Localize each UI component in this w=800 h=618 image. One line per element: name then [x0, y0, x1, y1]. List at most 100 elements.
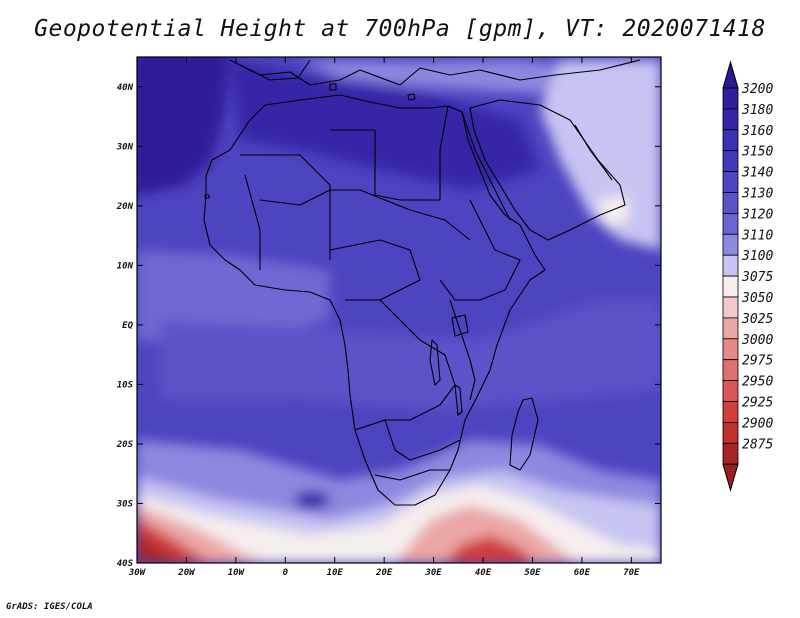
colorbar-swatch — [722, 108, 739, 131]
colorbar-label: 3160 — [741, 124, 773, 139]
colorbar-label: 2950 — [742, 375, 773, 390]
x-tick-label: 30W — [128, 568, 147, 578]
colorbar-swatch — [722, 401, 739, 423]
arabia-coastline — [469, 99, 626, 241]
colorbar-swatch — [722, 171, 739, 193]
colorbar-label: 3050 — [741, 291, 773, 306]
x-axis: 30W 20W 10W 0 10E 20E 30E 40E 50E 60E 70E — [128, 57, 640, 578]
colorbar-label: 3110 — [741, 228, 773, 243]
colorbar-swatch — [722, 254, 739, 277]
field-light-west-band — [137, 250, 330, 345]
y-tick-label: 40N — [117, 83, 134, 93]
field-white-arabian — [598, 195, 630, 228]
colorbar-swatch — [722, 338, 739, 361]
y-axis: 40N 30N 20N 10N EQ 10S 20S 30S 40S — [116, 83, 661, 569]
border-north-africa — [330, 105, 449, 201]
field-darkred-southwest — [137, 535, 185, 563]
x-tick-label: 70E — [623, 568, 640, 578]
y-tick-label: 10N — [117, 261, 134, 271]
colorbar-label: 3130 — [741, 187, 773, 202]
field-red-southeast — [445, 535, 535, 563]
colorbar-label: 3140 — [741, 166, 773, 181]
x-tick-label: 0 — [283, 568, 289, 578]
madagascar-coastline — [509, 397, 539, 471]
field-mid-central — [160, 300, 661, 410]
border-west-africa-1 — [240, 154, 331, 260]
mediterranean-islands-1 — [329, 83, 337, 91]
colorbar-label: 3120 — [741, 207, 773, 222]
colorbar-label: 2900 — [742, 416, 773, 431]
colorbar: 3200 3180 3160 3150 3140 3130 3120 3110 3100 3075… — [722, 60, 773, 493]
colorbar-label: 3100 — [741, 249, 773, 264]
y-tick-label: 20S — [116, 440, 134, 450]
lake-malawi — [454, 384, 463, 416]
x-tick-label: 20W — [177, 568, 196, 578]
x-tick-label: 40E — [475, 568, 492, 578]
field-high-northwest — [137, 57, 230, 195]
map-title: Geopotential Height at 700hPa [gpm], VT:… — [34, 16, 766, 42]
colorbar-swatch — [722, 317, 739, 340]
lake-tanganyika — [429, 339, 441, 386]
border-southern-africa — [384, 419, 461, 461]
colorbar-label: 2875 — [742, 437, 773, 452]
colorbar-swatch — [722, 275, 739, 298]
colorbar-swatch — [722, 129, 739, 152]
colorbar-label: 2975 — [742, 354, 773, 369]
europe-coastline — [229, 59, 641, 86]
colorbar-label: 3000 — [741, 333, 773, 348]
colorbar-swatch — [722, 212, 739, 235]
y-tick-label: 40S — [117, 559, 134, 569]
border-sahel — [259, 189, 471, 241]
colorbar-label: 3025 — [741, 312, 773, 327]
lake-victoria — [451, 314, 469, 337]
colorbar-swatch — [722, 87, 739, 110]
grads-credit: GrADS: IGES/COLA — [6, 602, 93, 612]
colorbar-label: 3150 — [741, 145, 773, 160]
colorbar-top-arrow — [722, 60, 739, 89]
colorbar-label: 3200 — [741, 82, 773, 97]
x-tick-label: 20E — [375, 568, 393, 578]
y-tick-label: 30S — [116, 499, 134, 509]
colorbar-label: 3180 — [741, 103, 773, 118]
border-west-africa-2 — [244, 174, 261, 270]
persian-gulf-coast — [574, 124, 613, 181]
x-tick-label: 60E — [574, 568, 591, 578]
field-light-mediterranean — [300, 60, 600, 95]
x-tick-label: 30E — [424, 568, 442, 578]
colorbar-swatch — [722, 421, 739, 444]
field-pale-northeast — [540, 60, 661, 250]
x-tick-label: 10W — [228, 568, 246, 578]
iberia-coastline — [237, 59, 311, 81]
field-high-band-north — [230, 60, 540, 190]
colorbar-swatch — [722, 233, 739, 256]
colorbar-bottom-arrow — [722, 463, 739, 493]
coastlines-and-borders — [203, 59, 641, 506]
colorbar-swatch — [722, 442, 739, 465]
colorbar-label: 3075 — [741, 270, 773, 285]
red-sea-coast — [461, 111, 511, 221]
y-tick-label: 10S — [117, 380, 134, 390]
colorbar-swatch — [722, 192, 739, 214]
colorbar-swatch — [722, 380, 739, 402]
border-east-africa — [449, 299, 476, 401]
plot-frame — [136, 56, 662, 564]
colorbar-swatch — [722, 359, 739, 382]
y-tick-label: EQ — [122, 321, 133, 331]
border-central-africa-1 — [329, 239, 421, 301]
border-horn — [439, 199, 521, 301]
canary-islands — [204, 194, 210, 199]
field-pink-southeast — [395, 505, 575, 563]
mediterranean-islands-2 — [407, 93, 416, 101]
colorbar-swatch — [722, 296, 739, 319]
border-south-africa — [374, 469, 450, 481]
geopotential-field — [137, 57, 661, 563]
y-tick-label: 20N — [116, 202, 134, 212]
x-tick-label: 50E — [524, 568, 541, 578]
y-tick-label: 30N — [116, 142, 134, 152]
africa-coastline — [203, 94, 546, 506]
field-high-south-atlantic — [294, 491, 330, 509]
colorbar-swatch — [722, 150, 739, 172]
colorbar-label: 2925 — [742, 396, 773, 411]
x-tick-label: 10E — [327, 568, 344, 578]
